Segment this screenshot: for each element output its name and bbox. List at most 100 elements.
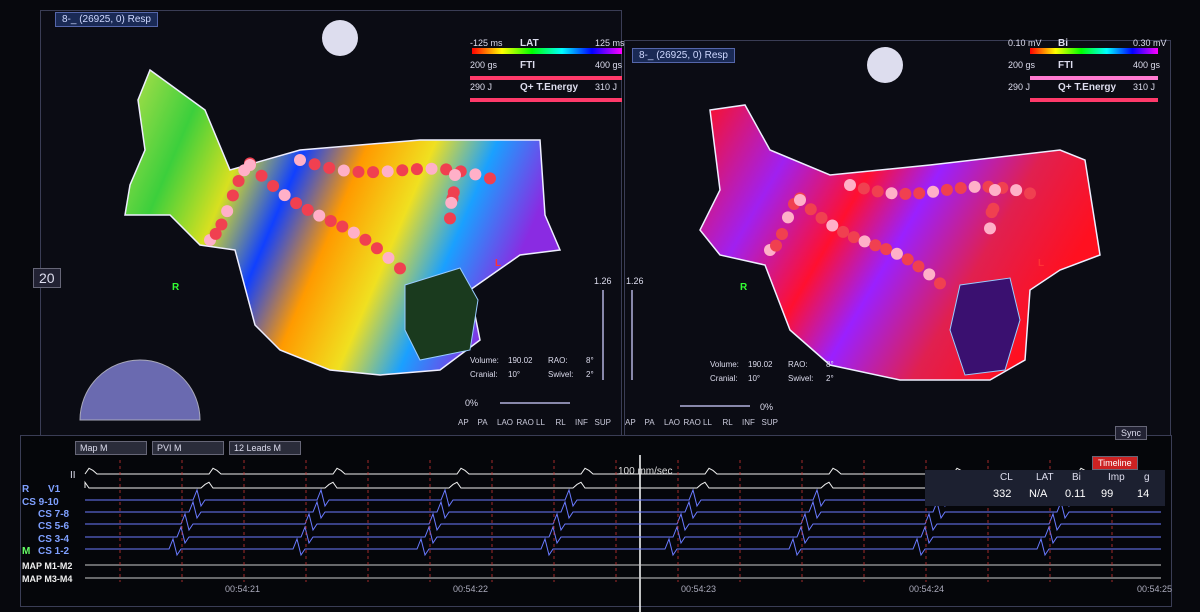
channel-label: MAP M1-M2 bbox=[22, 561, 73, 571]
signal-trace bbox=[85, 537, 1161, 557]
sync-button[interactable]: Sync bbox=[1115, 426, 1148, 440]
info-label: Volume: bbox=[470, 356, 499, 365]
time-label: 00:54:22 bbox=[453, 584, 489, 594]
ablation-point bbox=[267, 179, 280, 192]
view-button[interactable]: PA bbox=[644, 418, 655, 427]
info-value: 10° bbox=[508, 370, 521, 379]
ablation-point bbox=[782, 211, 794, 224]
legend-name: LAT bbox=[520, 38, 539, 49]
scale-label: 1.26 bbox=[626, 276, 644, 286]
ablation-point bbox=[899, 187, 912, 200]
right-appendage bbox=[949, 277, 1021, 376]
ablation-point bbox=[425, 162, 438, 175]
zoom-label: 0% bbox=[760, 402, 774, 412]
ablation-point bbox=[359, 233, 372, 246]
view-button[interactable]: RL bbox=[555, 418, 566, 427]
toolbar-select[interactable]: Map M bbox=[75, 441, 147, 455]
ablation-point bbox=[901, 253, 914, 266]
info-label: RAO: bbox=[788, 360, 808, 369]
ablation-point bbox=[794, 194, 806, 206]
view-button[interactable]: RAO bbox=[516, 418, 534, 427]
view-button[interactable]: AP bbox=[458, 418, 469, 427]
legend-max: 310 J bbox=[595, 82, 618, 92]
view-button[interactable]: SUP bbox=[761, 418, 778, 427]
ablation-point bbox=[912, 260, 925, 273]
info-value: 8° bbox=[826, 360, 834, 369]
map-title[interactable]: 8-_ (26925, 0) Resp bbox=[632, 48, 735, 63]
view-button[interactable]: LL bbox=[536, 418, 545, 427]
view-button[interactable]: AP bbox=[625, 418, 636, 427]
ablation-point bbox=[927, 185, 940, 198]
ablation-point bbox=[410, 163, 423, 176]
legend-max: 0.30 mV bbox=[1133, 38, 1167, 48]
view-button[interactable]: LAO bbox=[497, 418, 514, 427]
legend-max: 400 gs bbox=[1133, 60, 1161, 70]
signal-trace bbox=[85, 525, 1161, 545]
legend-name: Q+ T.Energy bbox=[520, 82, 579, 93]
lat-colorbar bbox=[472, 48, 622, 54]
view-button[interactable]: LAO bbox=[664, 418, 681, 427]
map-title[interactable]: 8-_ (26925, 0) Resp bbox=[55, 12, 158, 27]
ablation-point bbox=[776, 228, 788, 241]
info-value: 190.02 bbox=[508, 356, 533, 365]
ablation-point bbox=[347, 226, 360, 239]
ablation-point bbox=[313, 209, 326, 222]
legend-name: Bi bbox=[1058, 38, 1068, 49]
legend-name: FTI bbox=[520, 60, 535, 71]
ablation-point bbox=[954, 182, 967, 195]
data-table-bg bbox=[925, 470, 1165, 506]
table-header: Bi bbox=[1072, 472, 1081, 483]
ablation-point bbox=[968, 180, 981, 193]
info-value: 2° bbox=[826, 374, 834, 383]
time-label: 00:54:21 bbox=[225, 584, 261, 594]
ablation-point bbox=[469, 168, 482, 181]
channel-label: CS 1-2 bbox=[38, 546, 70, 557]
channel-label: V1 bbox=[48, 484, 61, 495]
ablation-point bbox=[484, 172, 496, 185]
view-button[interactable]: INF bbox=[575, 418, 588, 427]
legend-min: 0.10 mV bbox=[1008, 38, 1042, 48]
view-button[interactable]: RAO bbox=[683, 418, 701, 427]
legend-min: 200 gs bbox=[1008, 60, 1036, 70]
ablation-point bbox=[323, 161, 336, 174]
view-button[interactable]: PA bbox=[477, 418, 488, 427]
view-button[interactable]: INF bbox=[742, 418, 755, 427]
info-label: Cranial: bbox=[470, 370, 498, 379]
legend-max: 310 J bbox=[1133, 82, 1156, 92]
scale-label: 1.26 bbox=[594, 276, 612, 286]
right-anatomy-map bbox=[699, 104, 1101, 381]
view-button[interactable]: LL bbox=[703, 418, 712, 427]
ablation-point bbox=[215, 218, 228, 231]
view-button[interactable]: SUP bbox=[594, 418, 611, 427]
time-label: 00:54:24 bbox=[909, 584, 945, 594]
info-value: 190.02 bbox=[748, 360, 773, 369]
ablation-point bbox=[445, 196, 458, 209]
ablation-point bbox=[844, 179, 856, 191]
ablation-point bbox=[869, 239, 882, 252]
ablation-point bbox=[232, 174, 245, 187]
toolbar-select[interactable]: PVI M bbox=[152, 441, 224, 455]
timeline-button[interactable]: Timeline bbox=[1092, 456, 1138, 470]
ablation-point bbox=[890, 247, 903, 260]
ablation-point bbox=[857, 182, 870, 195]
left-appendage bbox=[404, 267, 479, 361]
legend-name: Q+ T.Energy bbox=[1058, 82, 1117, 93]
ablation-point bbox=[989, 184, 1001, 196]
energy-bar bbox=[1030, 98, 1158, 102]
ablation-point bbox=[336, 220, 349, 233]
info-value: 8° bbox=[586, 356, 594, 365]
time-label: 00:54:23 bbox=[681, 584, 717, 594]
ablation-point bbox=[370, 242, 383, 255]
channel-label: R bbox=[22, 484, 30, 495]
ablation-point bbox=[1024, 187, 1036, 200]
toolbar-select[interactable]: 12 Leads M bbox=[229, 441, 301, 455]
channel-label: CS 9-10 bbox=[22, 497, 59, 508]
ablation-point bbox=[308, 158, 321, 171]
view-button[interactable]: RL bbox=[722, 418, 733, 427]
info-value: 2° bbox=[586, 370, 594, 379]
channel-label: M bbox=[22, 546, 31, 557]
marker-label: R bbox=[172, 282, 180, 293]
count-box: 20 bbox=[33, 268, 61, 288]
energy-bar bbox=[470, 98, 622, 102]
marker-label: L bbox=[1038, 258, 1045, 269]
